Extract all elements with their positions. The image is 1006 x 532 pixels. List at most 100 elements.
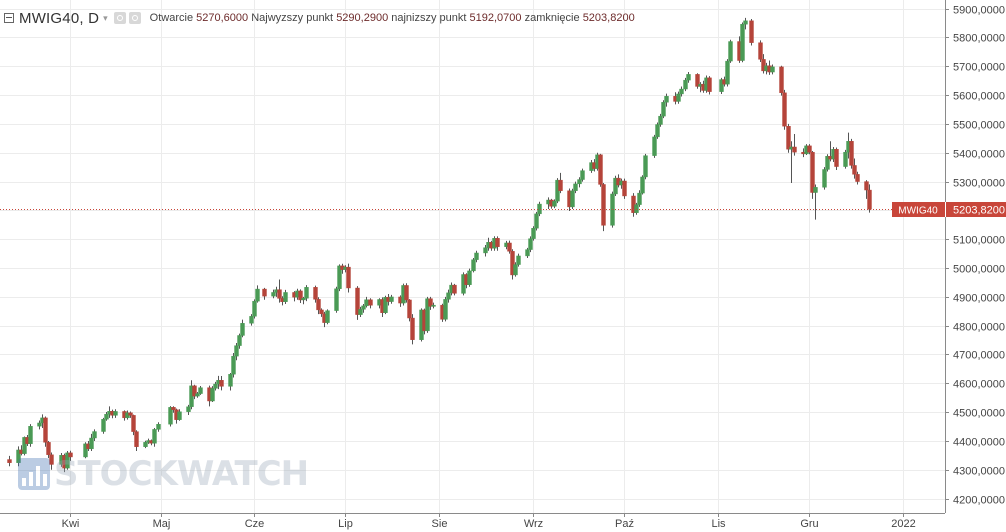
candle-body-up — [28, 426, 33, 444]
y-tick-label: 5000,0000 — [953, 264, 1005, 276]
candle — [792, 134, 797, 156]
candle-body-up — [213, 383, 218, 389]
candle — [337, 264, 342, 292]
candle — [364, 296, 369, 308]
candle — [189, 380, 194, 410]
candle — [298, 289, 303, 304]
candle — [528, 236, 533, 253]
candle-body-up — [822, 169, 827, 188]
candle-body-down — [7, 459, 12, 463]
candle — [168, 406, 173, 427]
candle — [573, 181, 578, 194]
candle-body-up — [37, 422, 42, 427]
candle-body-up — [104, 414, 109, 420]
collapse-legend-icon[interactable] — [4, 13, 14, 23]
candle — [643, 153, 648, 180]
candle — [664, 93, 669, 107]
candle-body-up — [580, 170, 585, 180]
candle — [101, 417, 106, 434]
watermark-text: STOCKWATCH — [54, 454, 309, 494]
candle-body-up — [252, 300, 257, 317]
candle-body-up — [234, 345, 239, 357]
candle — [425, 296, 430, 333]
candle-body-up — [383, 297, 388, 313]
candle — [255, 285, 260, 303]
candle — [634, 202, 639, 215]
candle-body-up — [516, 255, 521, 265]
candle-body-up — [198, 387, 203, 394]
candle — [807, 144, 812, 155]
candle-body-down — [786, 126, 791, 150]
candle-body-down — [262, 288, 267, 297]
candle — [640, 175, 645, 195]
close-label: zamknięcie — [524, 12, 580, 24]
candle — [495, 236, 500, 251]
candle — [471, 257, 476, 273]
candle-body-up — [474, 252, 479, 260]
candle — [428, 296, 433, 310]
candle-body-down — [855, 174, 860, 182]
candle-body-down — [601, 184, 606, 226]
candle — [580, 168, 585, 182]
candle-body-up — [389, 296, 394, 302]
x-tick-label: 2022 — [891, 518, 915, 530]
candle — [658, 113, 663, 127]
candle — [531, 226, 536, 241]
candle — [7, 455, 12, 467]
candle-body-up — [271, 292, 276, 297]
x-tick-label: Paź — [615, 518, 634, 530]
symbol-interval-label[interactable]: MWIG40, D — [19, 9, 100, 27]
candle-body-down — [558, 179, 563, 191]
candle — [28, 424, 33, 447]
candle-body-up — [361, 305, 366, 310]
candle-body-down — [495, 238, 500, 247]
candle-body-up — [283, 292, 288, 302]
candle-body-down — [355, 287, 360, 315]
low-label: najnizszy punkt — [391, 12, 467, 24]
candle-body-up — [640, 176, 645, 194]
candle — [368, 298, 373, 309]
candle-body-up — [101, 419, 106, 432]
candle — [83, 442, 88, 459]
candle — [177, 409, 182, 421]
candle-body-up — [431, 304, 436, 307]
candle — [770, 64, 775, 75]
candle-body-down — [782, 92, 787, 127]
candle — [210, 386, 215, 403]
hide-series-icon[interactable] — [128, 12, 141, 24]
last-price-tag[interactable]: MWIG40 5203,8200 — [0, 202, 1006, 217]
candles — [7, 17, 872, 473]
candle — [507, 240, 512, 254]
candle-body-up — [65, 452, 70, 469]
candle-body-up — [168, 407, 173, 425]
candle-body-up — [325, 310, 330, 323]
candle-body-up — [661, 102, 666, 117]
candle-body-up — [813, 187, 818, 193]
candle-body-up — [301, 298, 306, 301]
candle — [131, 414, 136, 436]
candle-body-up — [304, 287, 309, 299]
settings-icon[interactable] — [113, 12, 126, 24]
candle-body-down — [277, 289, 282, 299]
candle — [228, 372, 233, 391]
candle — [389, 294, 394, 304]
x-tick-label: Wrz — [524, 518, 543, 530]
last-price-tag-bg — [892, 202, 1006, 217]
bar-chart-logo-icon — [18, 458, 50, 490]
candle-body-down — [864, 181, 869, 191]
candle-body-up — [22, 437, 27, 454]
chevron-down-icon[interactable]: ▾ — [103, 12, 108, 23]
candle — [452, 283, 457, 296]
high-value: 5290,2900 — [336, 12, 389, 24]
candle-body-up — [725, 60, 730, 85]
candle — [825, 154, 830, 172]
y-tick-label: 5700,0000 — [953, 62, 1005, 74]
candle-body-up — [655, 124, 660, 138]
x-tick-label: Lis — [711, 518, 726, 530]
candle-body-up — [143, 442, 148, 447]
candle — [849, 138, 854, 169]
candle-body-up — [643, 155, 648, 178]
candle-body-down — [316, 299, 321, 311]
candle-body-down — [779, 66, 784, 94]
